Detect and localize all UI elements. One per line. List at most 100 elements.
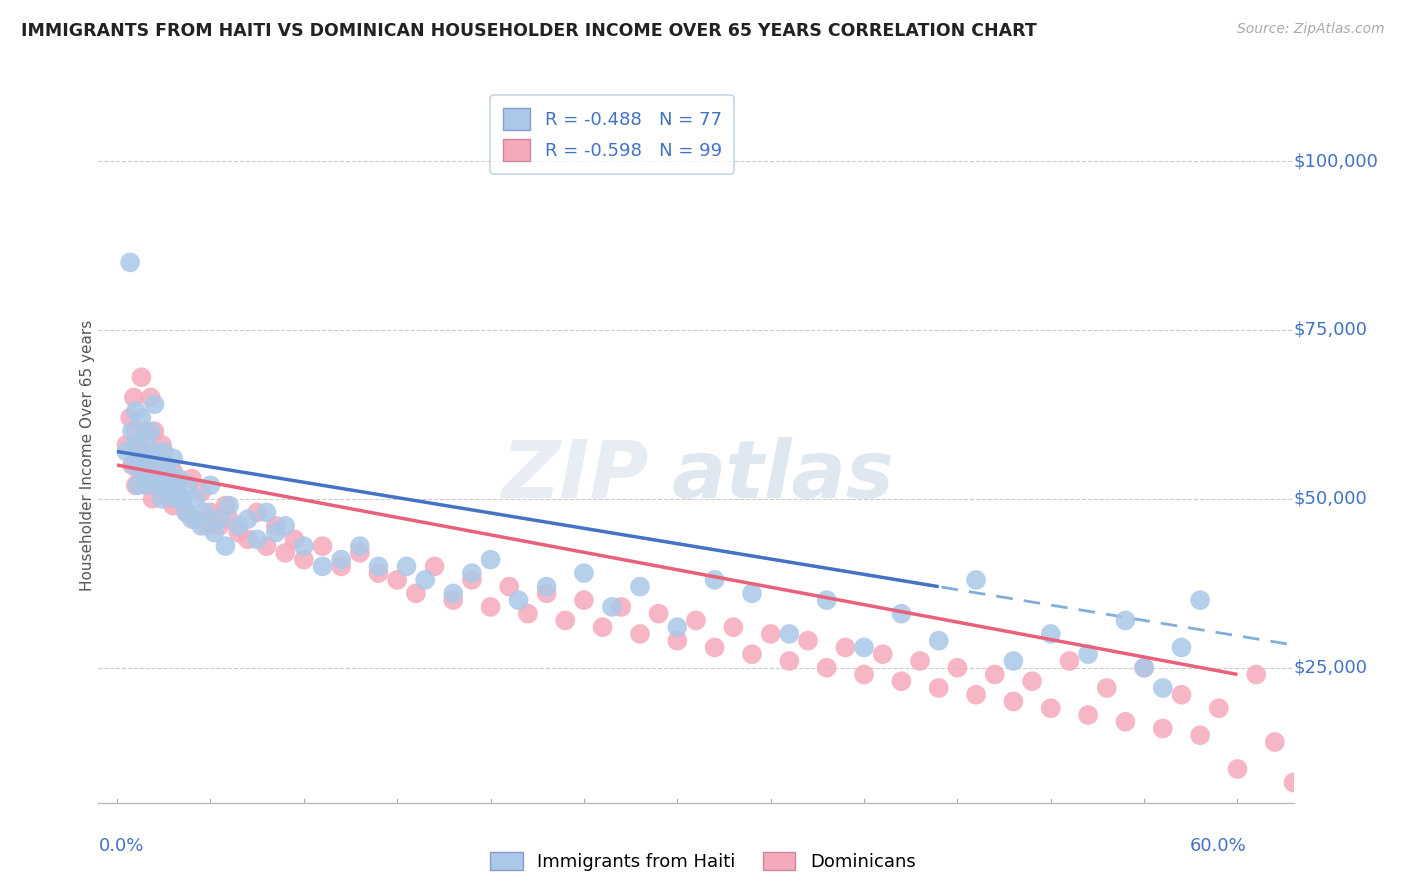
Point [759,627,782,641]
Point [139,451,162,466]
Point [218,512,240,526]
Point [516,607,538,621]
Point [162,465,184,479]
Point [208,512,231,526]
Point [536,580,558,594]
Point [125,438,148,452]
Point [264,525,287,540]
Point [741,647,763,661]
Point [1002,654,1025,668]
Point [1077,647,1099,661]
Point [508,593,530,607]
Point [815,593,838,607]
Point [1301,708,1323,723]
Point [122,391,145,405]
Point [214,539,236,553]
Point [115,444,138,458]
Point [218,499,240,513]
Point [246,505,269,519]
Point [461,566,484,581]
Point [177,478,200,492]
Point [125,478,148,492]
Point [367,559,389,574]
Point [152,472,174,486]
Point [136,478,159,492]
Point [853,640,876,655]
Point [264,519,287,533]
Point [1264,735,1286,749]
Point [256,505,278,519]
Point [143,444,166,458]
Text: ZIP: ZIP [501,437,648,515]
Point [1133,661,1156,675]
Point [1152,681,1174,695]
Point [174,505,197,519]
Point [1114,714,1136,729]
Text: 60.0%: 60.0% [1189,837,1247,855]
Point [120,255,142,269]
Point [385,573,408,587]
Point [138,478,160,492]
Point [131,370,153,384]
Point [134,465,156,479]
Point [498,580,520,594]
Point [1189,593,1212,607]
Point [1039,701,1062,715]
Point [1114,614,1136,628]
Point [292,539,315,553]
Point [184,512,207,526]
Point [1095,681,1118,695]
Point [965,688,987,702]
Point [349,539,371,553]
Point [872,647,894,661]
Point [1039,627,1062,641]
Point [121,424,143,438]
Point [274,519,297,533]
Point [150,438,173,452]
Point [236,533,259,547]
Point [139,424,162,438]
Point [1059,654,1081,668]
Point [1077,708,1099,723]
Point [413,573,436,587]
Point [134,424,156,438]
Point [685,614,707,628]
Text: Source: ZipAtlas.com: Source: ZipAtlas.com [1237,22,1385,37]
Point [132,451,155,466]
Text: $100,000: $100,000 [1294,152,1378,170]
Point [236,512,259,526]
Point [1021,674,1043,689]
Point [572,566,595,581]
Point [174,505,197,519]
Point [157,491,180,506]
Point [1170,688,1192,702]
Point [157,485,180,500]
Point [965,573,987,587]
Legend: Immigrants from Haiti, Dominicans: Immigrants from Haiti, Dominicans [484,845,922,879]
Point [908,654,931,668]
Point [600,599,623,614]
Point [554,614,576,628]
Point [200,478,222,492]
Point [890,674,912,689]
Point [479,599,502,614]
Point [246,533,269,547]
Point [349,546,371,560]
Point [136,444,159,458]
Point [155,458,177,472]
Point [166,478,188,492]
Point [131,410,153,425]
Point [1244,667,1267,681]
Point [778,627,800,641]
Point [479,552,502,566]
Point [1170,640,1192,655]
Point [208,519,231,533]
Point [120,410,142,425]
Point [228,519,250,533]
Point [256,539,278,553]
Point [703,573,725,587]
Text: atlas: atlas [672,437,894,515]
Point [172,491,194,506]
Point [127,478,149,492]
Point [152,478,174,492]
